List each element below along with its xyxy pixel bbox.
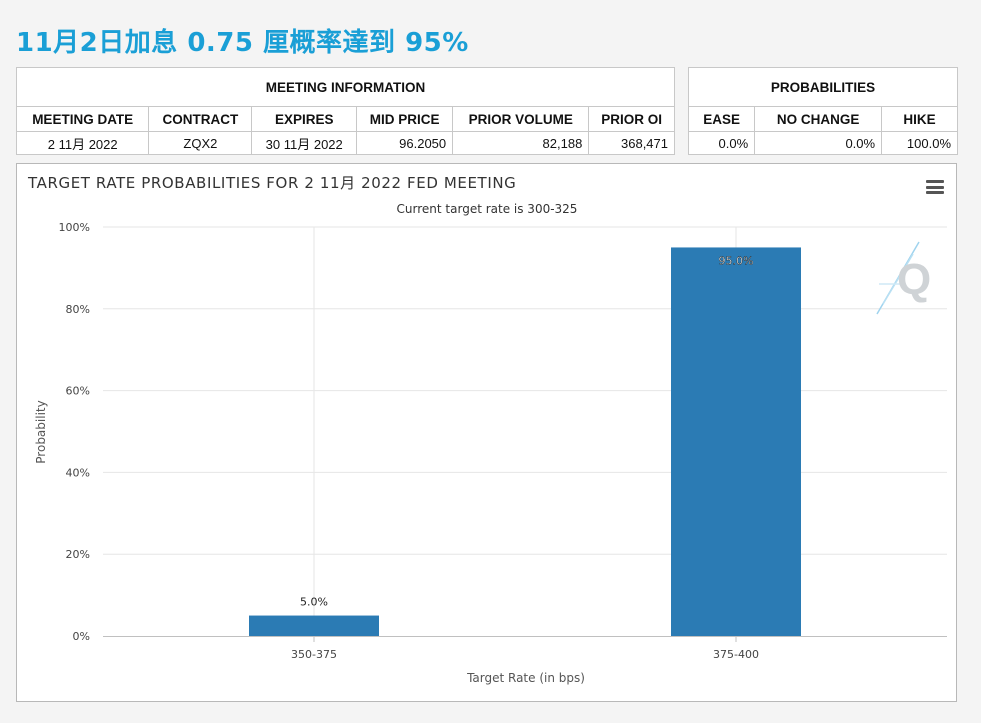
header-no-change: NO CHANGE bbox=[754, 106, 883, 132]
y-axis-ticks: 0% 20% 40% 60% 80% 100% bbox=[59, 221, 90, 643]
y-tick-label: 40% bbox=[66, 466, 90, 479]
cell-meeting-date: 2 11月 2022 bbox=[15, 131, 150, 155]
chart-menu-icon[interactable] bbox=[926, 180, 944, 194]
header-meeting-date: MEETING DATE bbox=[15, 106, 150, 132]
cell-hike: 100.0% bbox=[881, 131, 958, 155]
probabilities-table: PROBABILITIES EASE NO CHANGE HIKE 0.0% 0… bbox=[687, 67, 958, 155]
x-tick-label: 375-400 bbox=[713, 648, 759, 661]
y-axis-label: Probability bbox=[34, 400, 48, 463]
data-label: 5.0% bbox=[300, 596, 328, 609]
meeting-information-table: MEETING INFORMATION MEETING DATE CONTRAC… bbox=[15, 67, 675, 155]
data-labels: 5.0% 95.0% bbox=[300, 254, 754, 609]
cell-prior-oi: 368,471 bbox=[588, 131, 675, 155]
header-contract: CONTRACT bbox=[148, 106, 253, 132]
y-tick-label: 80% bbox=[66, 303, 90, 316]
chart-grid bbox=[103, 226, 947, 637]
header-mid-price: MID PRICE bbox=[356, 106, 454, 132]
logo-q-letter: Q bbox=[897, 255, 931, 304]
meeting-information-title: MEETING INFORMATION bbox=[16, 67, 675, 107]
cell-prior-volume: 82,188 bbox=[452, 131, 590, 155]
x-axis-label: Target Rate (in bps) bbox=[466, 671, 585, 685]
cell-mid-price: 96.2050 bbox=[356, 131, 454, 155]
header-prior-volume: PRIOR VOLUME bbox=[452, 106, 590, 132]
y-tick-label: 60% bbox=[66, 385, 90, 398]
chart-bars bbox=[249, 247, 801, 636]
header-expires: EXPIRES bbox=[251, 106, 358, 132]
cell-no-change: 0.0% bbox=[754, 131, 883, 155]
y-tick-label: 0% bbox=[73, 630, 90, 643]
table-row: 0.0% 0.0% 100.0% bbox=[687, 131, 958, 155]
logo-q-icon: Q bbox=[876, 241, 931, 315]
header-prior-oi: PRIOR OI bbox=[588, 106, 675, 132]
header-hike: HIKE bbox=[881, 106, 958, 132]
table-row: 2 11月 2022 ZQX2 30 11月 2022 96.2050 82,1… bbox=[15, 131, 675, 155]
cell-expires: 30 11月 2022 bbox=[251, 131, 358, 155]
x-tick-label: 350-375 bbox=[291, 648, 337, 661]
cell-contract: ZQX2 bbox=[148, 131, 253, 155]
logo-stroke-2 bbox=[882, 253, 914, 305]
y-tick-label: 20% bbox=[66, 548, 90, 561]
y-tick-label: 100% bbox=[59, 221, 90, 234]
chart-panel: TARGET RATE PROBABILITIES FOR 2 11月 2022… bbox=[16, 163, 957, 702]
probabilities-title: PROBABILITIES bbox=[688, 67, 958, 107]
page-headline: 11月2日加息 0.75 厘概率達到 95% bbox=[16, 28, 469, 58]
bar-375-400 bbox=[671, 247, 801, 636]
x-axis-ticks: 350-375 375-400 bbox=[291, 636, 759, 661]
bar-350-375 bbox=[249, 615, 379, 636]
data-label: 95.0% bbox=[719, 254, 754, 267]
chart-title: TARGET RATE PROBABILITIES FOR 2 11月 2022… bbox=[27, 174, 516, 192]
cell-ease: 0.0% bbox=[687, 131, 756, 155]
bar-chart: TARGET RATE PROBABILITIES FOR 2 11月 2022… bbox=[27, 174, 947, 685]
chart-subtitle: Current target rate is 300-325 bbox=[397, 202, 578, 216]
header-ease: EASE bbox=[687, 106, 756, 132]
